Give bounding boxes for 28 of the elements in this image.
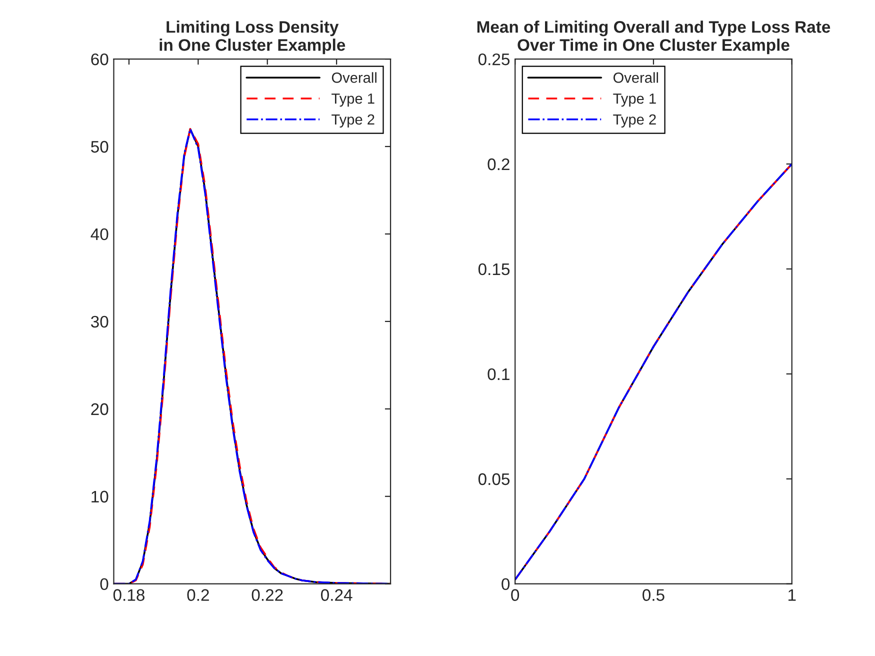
y-tick-label: 0 [100,578,108,590]
y-tick-label: 0.15 [478,263,510,276]
y-tick-label: 0.1 [488,368,510,380]
x-tick-label: 0.24 [320,589,352,601]
y-tick-label: 20 [91,403,108,416]
chart-title: Limiting Loss Density in One Cluster Example [160,20,346,54]
legend-label: Type 1 [613,94,656,107]
y-tick-label: 10 [92,490,108,503]
x-tick-label: 0.2 [187,589,209,601]
y-tick-label: 0.05 [478,473,510,486]
legend-label: Type 2 [332,114,374,128]
y-tick-label: 0 [502,578,510,590]
x-tick-label: 0 [511,589,520,601]
y-tick-label: 40 [90,228,108,240]
legend-label: Overall [332,72,376,83]
x-tick-label: 1 [788,589,796,601]
x-tick-label: 0.5 [642,589,664,601]
x-tick-label: 0.18 [113,589,144,601]
legend-label: Type 2 [613,114,656,128]
y-tick-label: 0.25 [478,53,510,66]
legend-label: Overall [613,72,658,83]
y-tick-label: 50 [91,140,108,153]
y-tick-label: 60 [91,53,108,66]
y-tick-label: 0.2 [488,158,510,170]
x-tick-label: 0.22 [252,589,283,601]
y-tick-label: 30 [90,316,108,328]
chart-title: Mean of Limiting Overall and Type Loss Rate Over Time in One Cluster Example [477,20,830,54]
legend-label: Type 1 [332,94,374,107]
